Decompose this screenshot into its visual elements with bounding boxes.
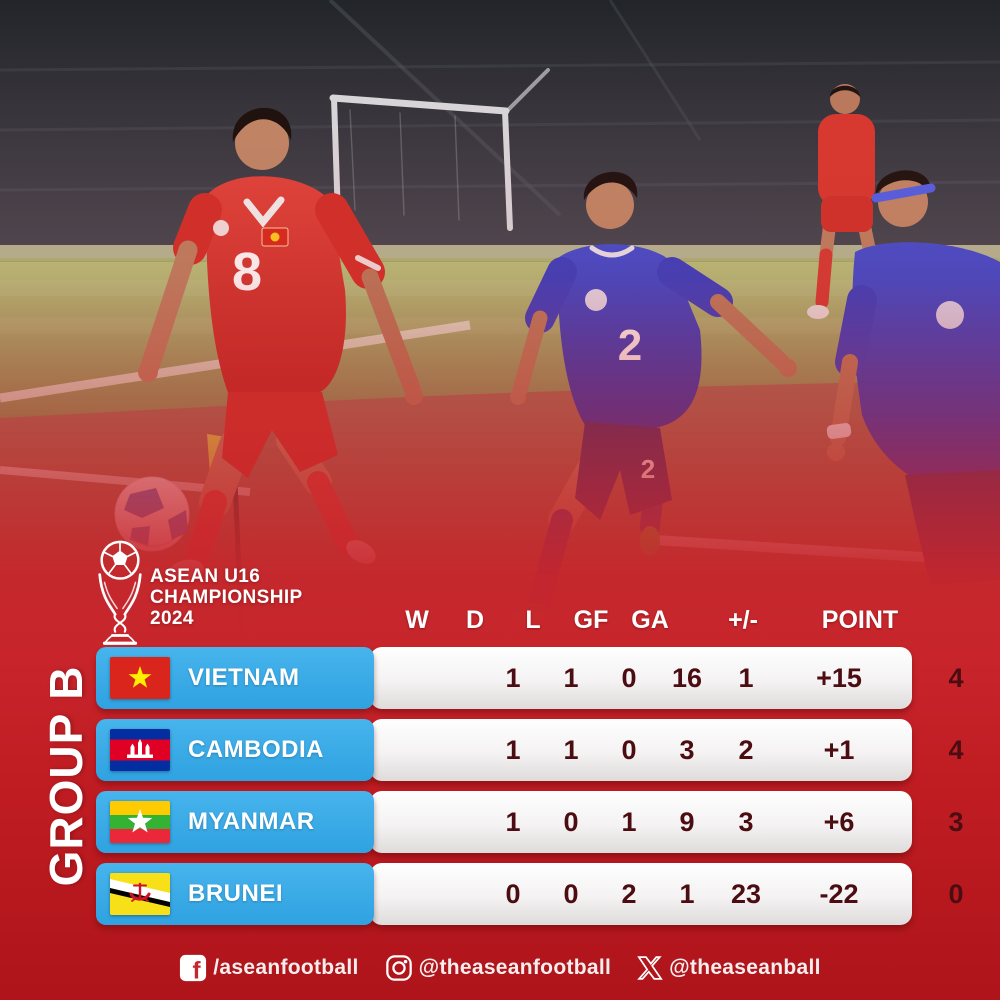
tournament-title-line1: ASEAN U16 xyxy=(150,566,261,587)
footer-socials: f /aseanfootball @theaseanfootball @thea… xyxy=(0,944,1000,992)
stat-l: 0 xyxy=(621,734,637,765)
vietnam-flag-icon xyxy=(110,657,170,699)
tournament-logo-block: ASEAN U16 CHAMPIONSHIP 2024 xyxy=(92,534,352,654)
brunei-flag-icon xyxy=(110,873,170,915)
group-label: GROUP B xyxy=(40,665,92,887)
table-row-brunei: 0 0 2 1 23 -22 0 BRUNEI xyxy=(96,863,964,925)
stat-w: 1 xyxy=(505,662,521,693)
col-header-gf: GF xyxy=(573,605,609,634)
stat-diff: +15 xyxy=(816,662,862,693)
stat-l: 0 xyxy=(621,662,637,693)
stat-gf: 9 xyxy=(679,806,695,837)
stat-w: 0 xyxy=(505,878,521,909)
team-name: BRUNEI xyxy=(188,880,284,907)
stats-bar: 1 0 1 9 3 +6 3 xyxy=(370,791,964,853)
instagram-handle-text: @theaseanfootball xyxy=(418,956,612,979)
team-name: MYANMAR xyxy=(188,808,315,835)
stat-d: 1 xyxy=(563,734,579,765)
team-name: CAMBODIA xyxy=(188,736,324,763)
red-gradient-overlay xyxy=(0,0,1000,655)
team-bar-brunei: BRUNEI xyxy=(96,863,374,925)
stat-l: 2 xyxy=(621,878,637,909)
stat-diff: +1 xyxy=(823,734,855,765)
facebook-handle-text: /aseanfootball xyxy=(213,956,359,979)
team-bar-cambodia: CAMBODIA xyxy=(96,719,374,781)
match-photo: 2 2 8 xyxy=(0,0,1000,655)
stat-w: 1 xyxy=(505,734,521,765)
tournament-title-line3: 2024 xyxy=(150,608,194,629)
stat-d: 0 xyxy=(563,878,579,909)
instagram-handle: @theaseanfootball xyxy=(385,954,611,982)
stat-diff: +6 xyxy=(823,806,855,837)
col-header-w: W xyxy=(405,605,429,634)
cambodia-flag-icon xyxy=(110,729,170,771)
stat-ga: 3 xyxy=(738,806,754,837)
table-row-vietnam: 1 1 0 16 1 +15 4 VIETNAM xyxy=(96,647,964,709)
tournament-title: ASEAN U16 CHAMPIONSHIP 2024 xyxy=(150,566,303,629)
team-bar-vietnam: VIETNAM xyxy=(96,647,374,709)
x-handle: @theaseanball xyxy=(637,955,821,981)
table-row-myanmar: 1 0 1 9 3 +6 3 MYANMAR xyxy=(96,791,964,853)
stat-d: 1 xyxy=(563,662,579,693)
tournament-title-line2: CHAMPIONSHIP xyxy=(150,587,303,608)
stat-gf: 16 xyxy=(671,662,703,693)
col-header-l: L xyxy=(525,605,541,634)
facebook-icon: f xyxy=(180,954,207,982)
stat-d: 0 xyxy=(563,806,579,837)
standings-header-row: W D L GF GA +/- POINT xyxy=(390,599,912,641)
team-name: VIETNAM xyxy=(188,664,300,691)
stat-l: 1 xyxy=(621,806,637,837)
col-header-points: POINT xyxy=(821,605,899,634)
x-icon xyxy=(637,956,663,980)
stat-gf: 1 xyxy=(679,878,695,909)
myanmar-flag-icon xyxy=(110,801,170,843)
stat-points: 0 xyxy=(948,878,964,909)
stats-bar: 1 1 0 16 1 +15 4 xyxy=(370,647,964,709)
stat-gf: 3 xyxy=(679,734,695,765)
x-handle-text: @theaseanball xyxy=(669,956,821,979)
svg-text:f: f xyxy=(193,957,202,982)
stats-bar: 0 0 2 1 23 -22 0 xyxy=(370,863,964,925)
trophy-ball-icon xyxy=(98,540,142,645)
col-header-d: D xyxy=(465,605,485,634)
stat-points: 4 xyxy=(948,662,964,693)
stat-ga: 1 xyxy=(738,662,754,693)
facebook-handle: f /aseanfootball xyxy=(179,954,358,982)
stats-bar: 1 1 0 3 2 +1 4 xyxy=(370,719,964,781)
stat-diff: -22 xyxy=(819,878,859,909)
col-header-ga: GA xyxy=(631,605,669,634)
team-bar-myanmar: MYANMAR xyxy=(96,791,374,853)
match-photo-art: 2 2 8 xyxy=(0,0,1000,655)
stat-w: 1 xyxy=(505,806,521,837)
col-header-diff: +/- xyxy=(728,605,758,634)
stat-points: 4 xyxy=(948,734,964,765)
stat-ga: 23 xyxy=(730,878,762,909)
stat-ga: 2 xyxy=(738,734,754,765)
instagram-icon xyxy=(385,955,412,981)
stat-points: 3 xyxy=(948,806,964,837)
table-row-cambodia: 1 1 0 3 2 +1 4 CAMBODIA xyxy=(96,719,964,781)
